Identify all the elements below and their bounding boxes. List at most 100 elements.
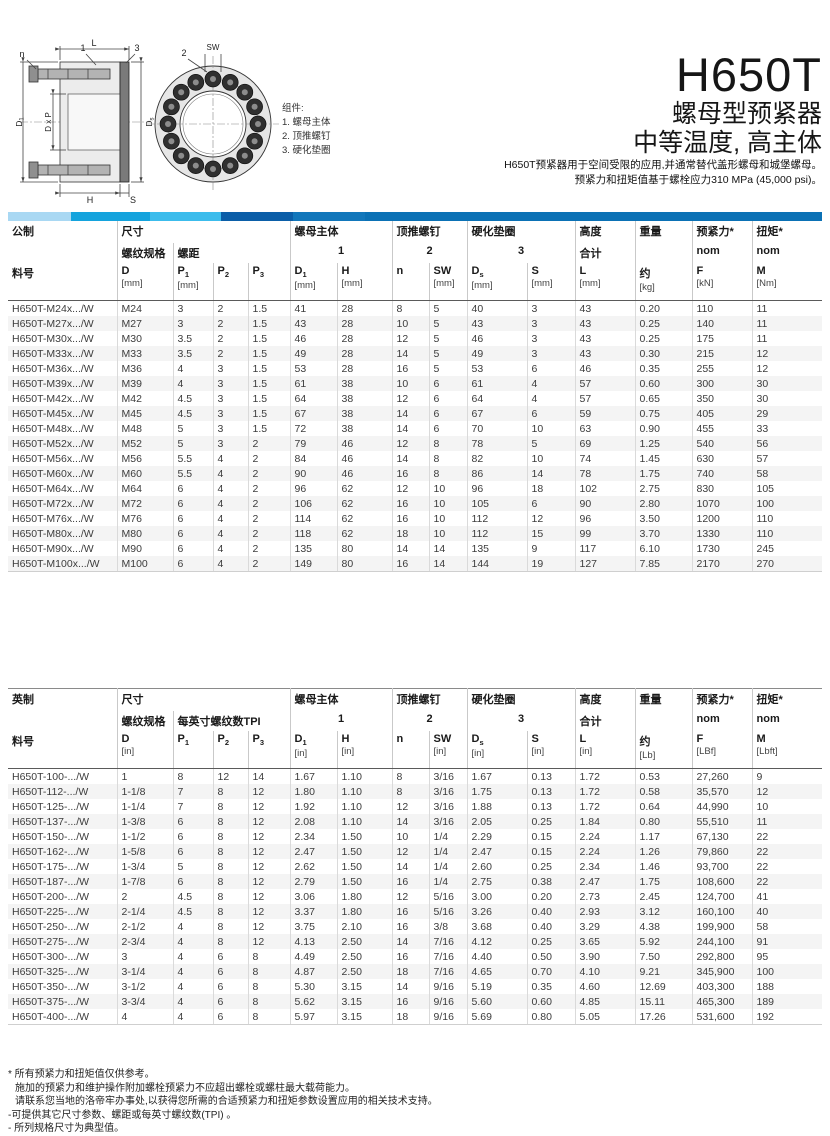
value-cell: 2.75 bbox=[466, 874, 527, 889]
value-cell: 3/8 bbox=[428, 919, 467, 934]
value-cell: 8 bbox=[391, 300, 429, 316]
part-number-cell: H650T-175-.../W bbox=[12, 860, 90, 873]
column-header: F [kN] bbox=[691, 263, 752, 301]
part-number-cell: H650T-275-.../W bbox=[12, 935, 90, 948]
value-cell: 2.34 bbox=[574, 859, 635, 874]
table-row: H650T-250-.../W 2-1/2 4 8 12 3.75 2.10 16 3/8 3.6… bbox=[8, 919, 822, 934]
value-cell: 118 bbox=[289, 526, 337, 541]
part-number-cell: H650T-M60x.../W bbox=[12, 467, 94, 480]
part-number-cell: H650T-M56x.../W bbox=[12, 452, 94, 465]
value-cell: 3.29 bbox=[574, 919, 635, 934]
value-cell: 1.5 bbox=[247, 316, 290, 331]
value-cell: M27 bbox=[116, 316, 173, 331]
hardened-washer bbox=[119, 61, 130, 183]
value-cell: 4.5 bbox=[172, 889, 213, 904]
column-group-header: 2 bbox=[391, 243, 467, 263]
thread-bore bbox=[67, 93, 121, 151]
column-header: H [in] bbox=[336, 731, 392, 769]
callout-3: 3 bbox=[134, 43, 139, 53]
table-row: H650T-162-.../W 1-5/8 6 8 12 2.47 1.50 12 1/4 2.4… bbox=[8, 844, 822, 859]
value-cell: 44,990 bbox=[691, 799, 752, 814]
imperial-section: 英制 尺寸 螺母主体 顶推螺钉 硬化垫圈 高度 重量 预紧力* 扭矩* 螺纹规格 每英寸螺纹数TP… bbox=[8, 688, 822, 1025]
value-cell: 11 bbox=[751, 316, 822, 331]
jackbolt-heads bbox=[159, 70, 267, 178]
value-cell: 4.85 bbox=[574, 994, 635, 1009]
value-cell: 0.25 bbox=[526, 934, 575, 949]
value-cell: 0.80 bbox=[634, 814, 692, 829]
value-cell: 292,800 bbox=[691, 949, 752, 964]
column-group-header: 螺距 bbox=[172, 243, 290, 263]
value-cell: 1.5 bbox=[247, 391, 290, 406]
value-cell: 830 bbox=[691, 481, 752, 496]
value-cell: 12 bbox=[391, 844, 429, 859]
metric-header-columns: 料号 D [mm] P1 [mm] P2 P3 D1 [mm] H [mm] n SW [mm] Ds [mm… bbox=[8, 263, 822, 301]
value-cell: 7.50 bbox=[634, 949, 692, 964]
value-cell: 58 bbox=[751, 919, 822, 934]
column-header: 料号 bbox=[8, 263, 117, 301]
value-cell: 4.5 bbox=[172, 391, 213, 406]
value-cell: 12 bbox=[751, 784, 822, 799]
value-cell: 14 bbox=[391, 859, 429, 874]
value-cell: 12 bbox=[751, 361, 822, 376]
value-cell: 1/4 bbox=[428, 859, 467, 874]
value-cell: M39 bbox=[116, 376, 173, 391]
dim-label-sw: SW bbox=[207, 43, 220, 52]
value-cell: 12 bbox=[247, 889, 290, 904]
value-cell: 30 bbox=[751, 391, 822, 406]
value-cell: 255 bbox=[691, 361, 752, 376]
value-cell: 4 bbox=[172, 979, 213, 994]
value-cell: 78 bbox=[466, 436, 527, 451]
value-cell: 16 bbox=[391, 919, 429, 934]
value-cell: 8 bbox=[247, 994, 290, 1009]
value-cell: M36 bbox=[116, 361, 173, 376]
value-cell: 2 bbox=[247, 511, 290, 526]
value-cell: 18 bbox=[391, 964, 429, 979]
value-cell: 2.75 bbox=[634, 481, 692, 496]
value-cell: 12.69 bbox=[634, 979, 692, 994]
column-header: F [LBf] bbox=[691, 731, 752, 769]
value-cell: 12 bbox=[247, 874, 290, 889]
value-cell: 2.50 bbox=[336, 964, 392, 979]
dim-label-s: S bbox=[130, 195, 136, 204]
product-subtitle-temp: 中等温度, 高主体 bbox=[633, 129, 822, 157]
value-cell: 10 bbox=[391, 316, 429, 331]
value-cell: 59 bbox=[574, 406, 635, 421]
value-cell: 1.26 bbox=[634, 844, 692, 859]
value-cell: M56 bbox=[116, 451, 173, 466]
value-cell: 12 bbox=[247, 919, 290, 934]
components-legend: 组件: 1. 螺母主体 2. 顶推螺钉 3. 硬化垫圈 bbox=[282, 102, 331, 158]
value-cell: 5 bbox=[172, 436, 213, 451]
column-header: D [in] bbox=[116, 731, 173, 769]
value-cell: 16 bbox=[391, 994, 429, 1009]
value-cell: 1.72 bbox=[574, 799, 635, 814]
value-cell: 5 bbox=[428, 300, 467, 316]
value-cell: 14 bbox=[391, 421, 429, 436]
column-group-header: 螺纹规格 bbox=[116, 711, 173, 731]
value-cell: 3.12 bbox=[634, 904, 692, 919]
value-cell: 2.79 bbox=[289, 874, 337, 889]
column-group-header: 尺寸 bbox=[116, 688, 290, 711]
value-cell: 6 bbox=[428, 376, 467, 391]
value-cell: 17.26 bbox=[634, 1009, 692, 1025]
value-cell: 12 bbox=[247, 934, 290, 949]
value-cell: M52 bbox=[116, 436, 173, 451]
value-cell: M72 bbox=[116, 496, 173, 511]
value-cell: 144 bbox=[466, 556, 527, 572]
value-cell: 1.67 bbox=[289, 768, 337, 784]
value-cell: 4 bbox=[172, 919, 213, 934]
column-header: H [mm] bbox=[336, 263, 392, 301]
value-cell: 4 bbox=[172, 964, 213, 979]
value-cell: 16 bbox=[391, 556, 429, 572]
value-cell: 1730 bbox=[691, 541, 752, 556]
value-cell: M30 bbox=[116, 331, 173, 346]
value-cell: 38 bbox=[336, 391, 392, 406]
value-cell: 2-1/2 bbox=[116, 919, 173, 934]
value-cell: 2 bbox=[247, 451, 290, 466]
value-cell: 0.13 bbox=[526, 768, 575, 784]
value-cell: 1.10 bbox=[336, 768, 392, 784]
value-cell: 1.75 bbox=[634, 874, 692, 889]
value-cell: 102 bbox=[574, 481, 635, 496]
column-header: D1 [in] bbox=[289, 731, 337, 769]
value-cell: 90 bbox=[289, 466, 337, 481]
value-cell: 5.5 bbox=[172, 451, 213, 466]
